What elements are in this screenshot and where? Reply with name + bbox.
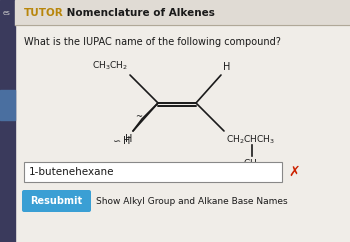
Bar <box>0 90 15 120</box>
Text: es: es <box>3 10 11 16</box>
Text: 1-butenehexane: 1-butenehexane <box>29 167 114 177</box>
Text: TUTOR: TUTOR <box>24 8 64 18</box>
Text: Resubmit: Resubmit <box>30 196 82 206</box>
Text: H: H <box>223 62 230 72</box>
Text: ~: ~ <box>135 113 142 121</box>
Text: CH$_3$CH$_2$: CH$_3$CH$_2$ <box>92 60 128 72</box>
Text: CH$_3$: CH$_3$ <box>243 158 261 171</box>
Text: Show Alkyl Group and Alkane Base Names: Show Alkyl Group and Alkane Base Names <box>96 197 288 205</box>
Bar <box>0 0 15 242</box>
Bar <box>24 162 282 182</box>
Text: $\backsim$H: $\backsim$H <box>111 134 131 146</box>
Text: What is the IUPAC name of the following compound?: What is the IUPAC name of the following … <box>24 37 281 47</box>
Text: CH$_2$CHCH$_3$: CH$_2$CHCH$_3$ <box>226 133 275 145</box>
Text: H: H <box>125 134 132 144</box>
Text: Nomenclature of Alkenes: Nomenclature of Alkenes <box>63 8 215 18</box>
Bar <box>15 0 350 25</box>
FancyBboxPatch shape <box>22 190 91 212</box>
Text: ✗: ✗ <box>288 165 300 179</box>
